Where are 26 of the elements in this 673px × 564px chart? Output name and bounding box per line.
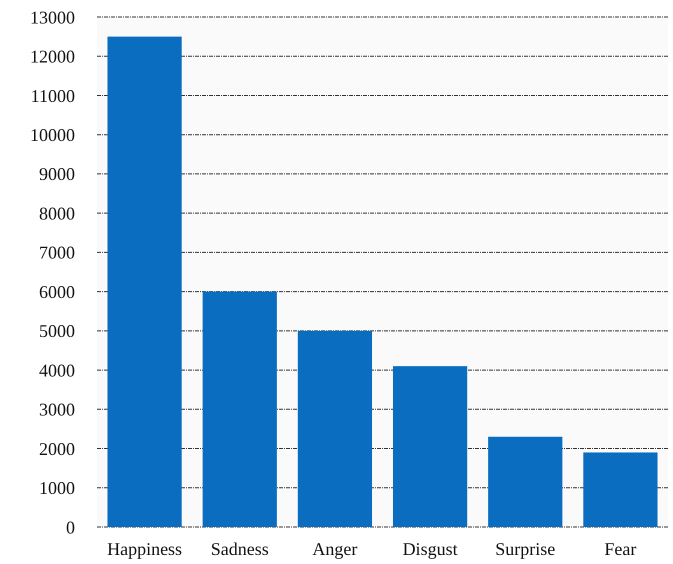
y-tick-label: 11000 bbox=[30, 86, 75, 106]
y-tick-label: 1000 bbox=[39, 478, 75, 498]
y-tick-label: 0 bbox=[66, 517, 75, 538]
bar bbox=[392, 366, 468, 527]
bar bbox=[107, 36, 182, 527]
y-tick-label: 3000 bbox=[39, 400, 75, 420]
y-tick-label: 4000 bbox=[39, 360, 75, 380]
y-tick-label: 9000 bbox=[39, 164, 75, 184]
x-tick-label: Anger bbox=[312, 539, 358, 559]
x-tick-label: Happiness bbox=[107, 539, 182, 559]
bar bbox=[202, 292, 277, 527]
y-tick-label: 8000 bbox=[39, 203, 75, 224]
x-tick-label: Sadness bbox=[210, 539, 269, 559]
x-tick-label: Surprise bbox=[495, 539, 556, 559]
bar bbox=[298, 330, 372, 527]
y-tick-label: 12000 bbox=[30, 46, 75, 67]
y-tick-label: 6000 bbox=[39, 282, 75, 302]
y-tick-label: 5000 bbox=[39, 321, 75, 342]
y-tick-label: 10000 bbox=[30, 124, 75, 145]
x-tick-label: Fear bbox=[604, 539, 636, 559]
bar bbox=[488, 436, 562, 527]
bar bbox=[583, 452, 658, 527]
y-tick-label: 7000 bbox=[39, 242, 75, 263]
x-tick-label: Disgust bbox=[402, 539, 458, 559]
y-tick-label: 13000 bbox=[30, 7, 75, 28]
y-tick-label: 2000 bbox=[39, 438, 75, 459]
